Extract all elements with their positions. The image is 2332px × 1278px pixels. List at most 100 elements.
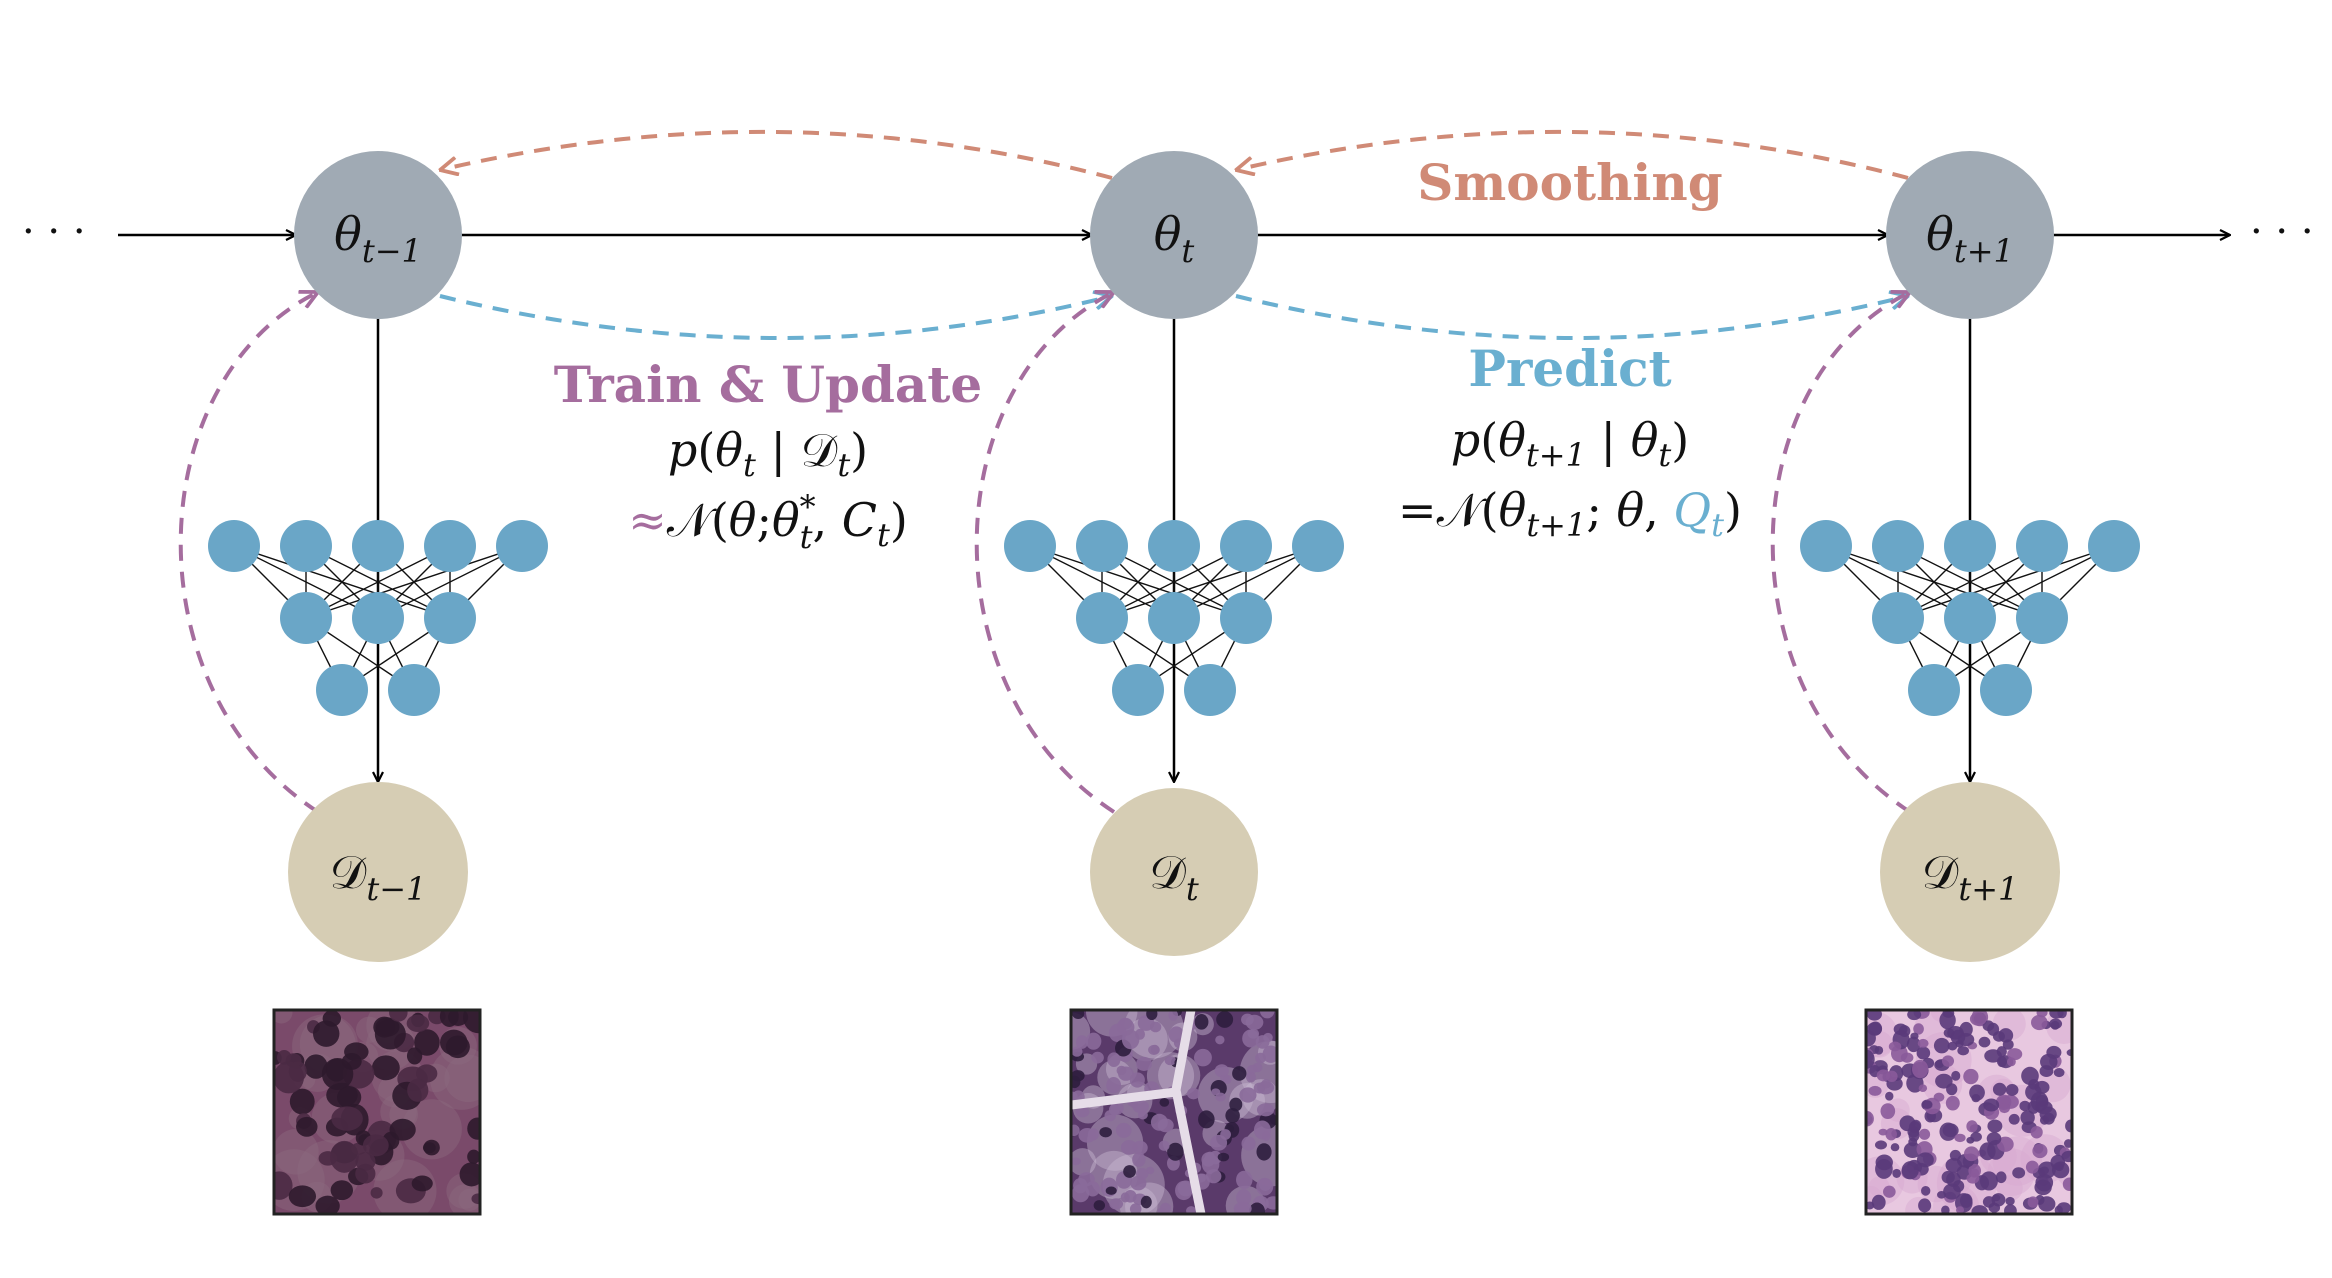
tile-cell (1995, 1171, 2007, 1184)
tile-cell (1888, 1041, 1902, 1052)
smoothing-arrow-1 (440, 129, 1113, 180)
predict-formula-line1: p(θt+1 | θt) (1451, 413, 1689, 474)
tile-cell (2039, 1166, 2049, 1175)
nn-node (388, 664, 440, 716)
tile-cell (1132, 1152, 1146, 1167)
tile-cell (1129, 1072, 1145, 1088)
tile-cell (1256, 1103, 1275, 1117)
tile-cell (1075, 1106, 1090, 1118)
tile-cell (1922, 1100, 1933, 1109)
theta-node-circle (294, 151, 462, 319)
tile-cell (1236, 1170, 1253, 1189)
tile-cell (1983, 1098, 2000, 1112)
tile-cell (1225, 1107, 1240, 1124)
tile-cell (1071, 1075, 1081, 1089)
smoothing-arrow-2 (1236, 129, 1909, 180)
nn-node (1292, 520, 1344, 572)
tile-cell (1132, 1100, 1149, 1114)
tile-cell (1996, 1056, 2007, 1068)
tile-cell (1177, 1180, 1194, 1197)
tile-cell (1939, 1122, 1957, 1141)
theta-node-circle (1886, 151, 2054, 319)
tile-cell (1979, 1171, 1998, 1191)
tile-cell (1135, 1167, 1149, 1180)
tile-cell (2061, 1150, 2072, 1163)
tile-cell (406, 1047, 423, 1065)
tile-cell (2064, 1139, 2072, 1148)
tile-cell (1247, 1064, 1258, 1074)
nn-node (1004, 520, 1056, 572)
tile-cell (1123, 1165, 1136, 1178)
tile-cell (1233, 1201, 1252, 1214)
tile-blotch (1071, 1148, 1097, 1176)
tile-cell (1168, 1010, 1179, 1021)
nn-node (1908, 664, 1960, 716)
tile-cell (1107, 1052, 1121, 1068)
tile-cell (1866, 1010, 1882, 1021)
theta-node-label: θt−1 (334, 207, 422, 270)
nn-edge (1101, 545, 1247, 619)
tile-cell (1072, 1010, 1085, 1020)
tile-cell (1106, 1077, 1122, 1094)
tile-cell (355, 1163, 376, 1184)
histology-tiles (272, 1008, 2074, 1216)
tile-cell (1217, 1152, 1230, 1162)
neural-network-0 (208, 319, 548, 782)
tile-cell (2062, 1177, 2072, 1191)
train-update-label: Train & Update (554, 355, 982, 414)
tile-cell (1939, 1011, 1956, 1030)
histology-tile-t-plus-1 (1864, 1008, 2074, 1216)
tile-cell (374, 1019, 406, 1050)
tile-cell (2050, 1020, 2060, 1030)
tile-cell (1249, 1202, 1266, 1214)
tile-cell (2034, 1179, 2052, 1196)
tile-cell (1916, 1046, 1931, 1060)
tile-cell (312, 1020, 340, 1047)
tile-cell (1201, 1152, 1216, 1167)
tile-cell (389, 1010, 408, 1022)
tile-cell (1968, 1163, 1982, 1178)
data-node-circle (1090, 788, 1258, 956)
tile-cell (467, 1149, 480, 1164)
tile-cell (1071, 1046, 1083, 1057)
tile-cell (1120, 1192, 1130, 1203)
nn-node (352, 592, 404, 644)
tile-cell (1270, 1115, 1277, 1125)
nn-node (1944, 520, 1996, 572)
tile-cell (341, 1052, 362, 1070)
tile-cell (1992, 1082, 2007, 1096)
tile-cell (1941, 1055, 1955, 1067)
tile-cell (471, 1193, 480, 1205)
tile-cell (1964, 1146, 1979, 1162)
tile-cell (1971, 1094, 1981, 1103)
tile-cell (2012, 1167, 2026, 1179)
data-node-label: 𝒟t (1149, 845, 1199, 908)
tile-cell (1071, 1157, 1081, 1166)
tile-cell (1987, 1119, 2003, 1133)
nn-node (280, 592, 332, 644)
nn-node (2016, 520, 2068, 572)
tile-cell (315, 1195, 340, 1214)
tile-cell (1919, 1128, 1931, 1140)
tile-cell (337, 1086, 362, 1109)
tile-cell (1916, 1152, 1934, 1168)
tile-cell (2032, 1143, 2048, 1159)
tile-cell (1918, 1084, 1928, 1092)
nn-node (2088, 520, 2140, 572)
tile-cell (1256, 1143, 1272, 1161)
tile-cell (1878, 1128, 1888, 1136)
neural-network-2 (1800, 319, 2140, 782)
tile-cell (1945, 1095, 1960, 1111)
tile-cell (1150, 1044, 1160, 1055)
tile-cell (1943, 1028, 1955, 1038)
tile-cell (1866, 1201, 1875, 1210)
nn-node (1220, 592, 1272, 644)
tile-cell (1987, 1022, 2000, 1036)
nn-edge (305, 545, 523, 619)
tile-cell (1194, 1014, 1209, 1030)
tile-cell (1885, 1070, 1898, 1082)
tile-cell (274, 1171, 293, 1200)
tile-texture (1866, 1010, 2072, 1214)
tile-cell (1912, 1059, 1929, 1079)
